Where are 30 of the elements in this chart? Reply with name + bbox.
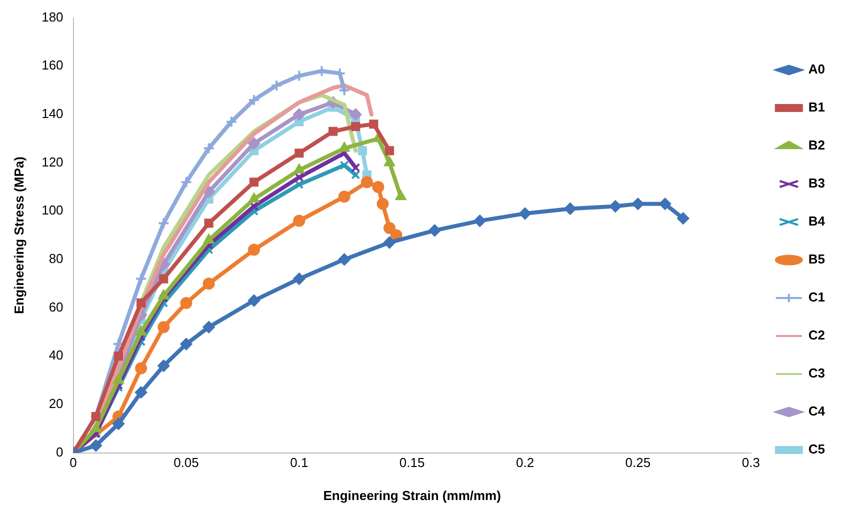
y-tick-label: 60 bbox=[48, 299, 64, 314]
x-tick-label: 0.25 bbox=[625, 455, 651, 470]
y-tick-label: 140 bbox=[42, 106, 64, 122]
legend-label: C2 bbox=[808, 328, 826, 343]
legend-label: B1 bbox=[808, 100, 826, 115]
legend-label: B5 bbox=[808, 252, 826, 267]
x-tick-label: 0.05 bbox=[174, 455, 199, 470]
legend-label: A0 bbox=[808, 62, 826, 77]
y-tick-label: 20 bbox=[48, 396, 64, 412]
y-tick-label: 0 bbox=[56, 444, 64, 460]
legend-label: C5 bbox=[808, 442, 826, 457]
legend-label: C1 bbox=[808, 290, 826, 305]
legend-label: B3 bbox=[808, 176, 826, 191]
y-tick-label: 120 bbox=[42, 154, 64, 170]
y-axis-title: Engineering Stress (MPa) bbox=[11, 156, 26, 314]
legend-label: B4 bbox=[808, 214, 826, 229]
legend-label: C3 bbox=[808, 366, 826, 381]
y-tick-label: 40 bbox=[48, 348, 64, 363]
y-tick-label: 80 bbox=[48, 251, 64, 266]
y-tick-label: 100 bbox=[42, 202, 64, 218]
x-tick-label: 0.15 bbox=[399, 455, 425, 470]
legend-label: C4 bbox=[808, 404, 826, 419]
legend-label: B2 bbox=[808, 138, 826, 153]
x-tick-label: 0.2 bbox=[516, 455, 534, 470]
x-tick-label: 0.3 bbox=[742, 455, 760, 470]
y-tick-label: 180 bbox=[42, 9, 64, 24]
x-axis-title: Engineering Strain (mm/mm) bbox=[323, 488, 501, 503]
y-tick-label: 160 bbox=[42, 58, 64, 73]
x-tick-label: 0.1 bbox=[290, 455, 308, 470]
x-tick-label: 0 bbox=[70, 455, 77, 470]
